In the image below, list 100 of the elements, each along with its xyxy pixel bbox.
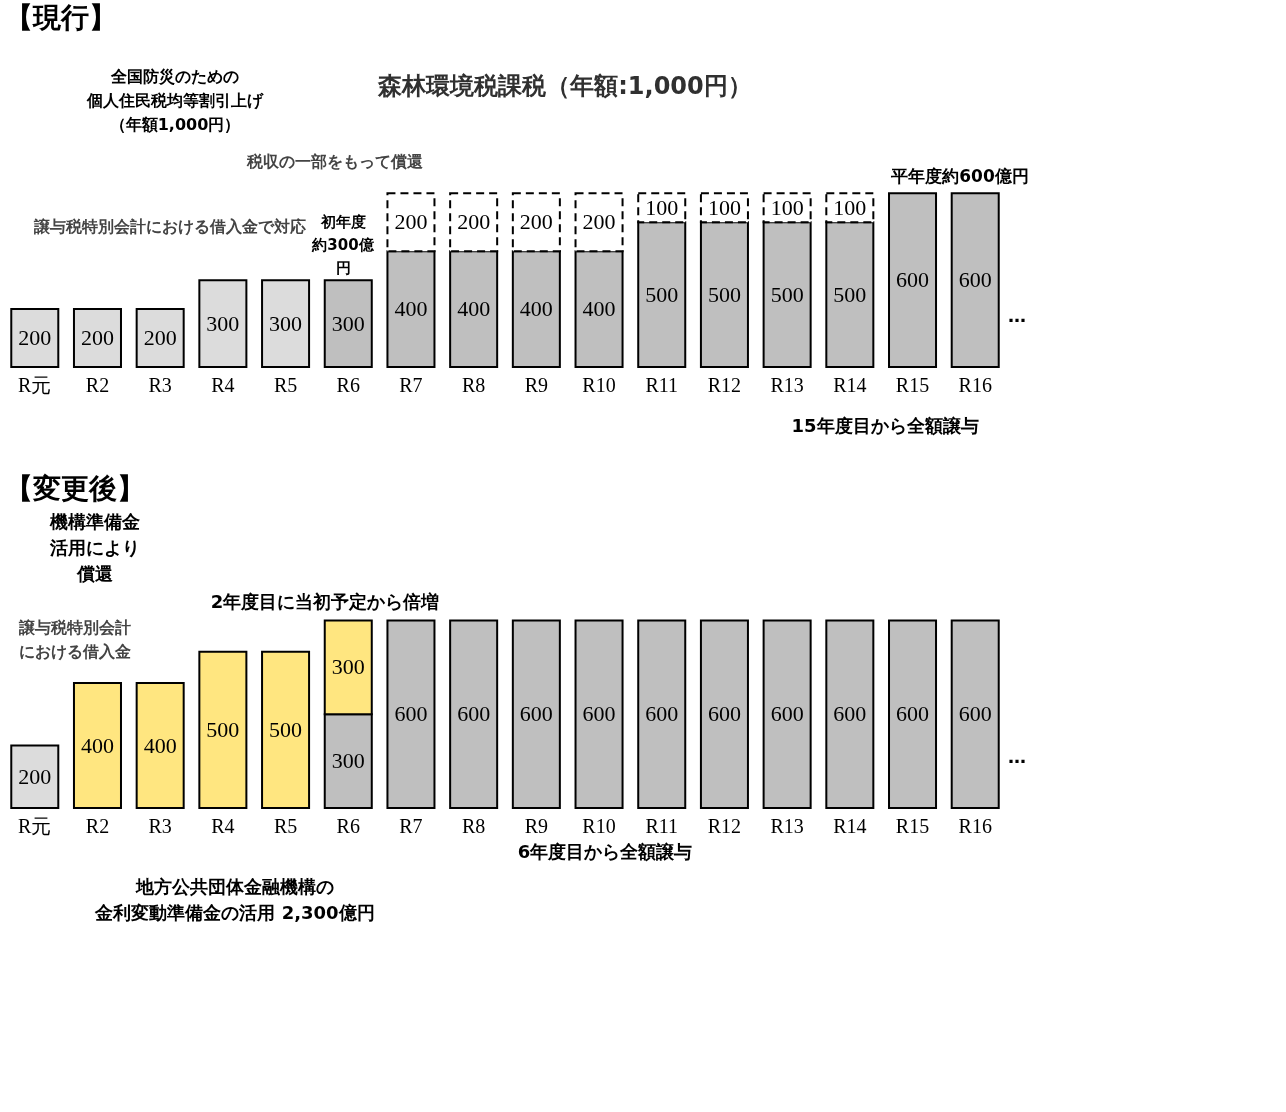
x-tick-label: R3 bbox=[148, 373, 172, 396]
x-tick-label: R7 bbox=[399, 373, 423, 396]
bar bbox=[888, 192, 938, 368]
bar bbox=[950, 192, 1000, 368]
x-tick-label: R5 bbox=[273, 814, 298, 837]
data-label: 400 bbox=[394, 296, 428, 322]
text: 2年度目に当初予定から倍増 bbox=[210, 591, 440, 612]
data-label: 300 bbox=[331, 654, 365, 680]
x-tick-label: R3 bbox=[148, 814, 172, 837]
x-tick-label: R9 bbox=[524, 373, 549, 396]
bar bbox=[261, 650, 311, 809]
text: 機構準備金活用により償還 bbox=[49, 511, 140, 584]
data-label: 600 bbox=[958, 267, 992, 293]
bar bbox=[135, 682, 185, 809]
data-label: 400 bbox=[457, 296, 491, 322]
text: 地方公共団体金融機構の金利変動準備金の活用 2,300億円 bbox=[94, 876, 375, 923]
bar bbox=[574, 619, 624, 809]
data-label: 400 bbox=[582, 296, 616, 322]
x-tick-label: R4 bbox=[211, 814, 235, 837]
bar bbox=[72, 682, 122, 809]
data-label: 200 bbox=[394, 209, 428, 235]
data-label: 600 bbox=[896, 701, 930, 727]
bar bbox=[511, 619, 561, 809]
x-tick-label: R13 bbox=[770, 814, 804, 837]
data-label: 400 bbox=[143, 732, 177, 758]
x-tick-label: R7 bbox=[399, 814, 423, 837]
x-tick-label: R13 bbox=[770, 373, 804, 396]
text: 15年度目から全額譲与 bbox=[791, 415, 979, 436]
data-label: 300 bbox=[269, 310, 303, 336]
data-label: 200 bbox=[18, 325, 52, 351]
data-label: 600 bbox=[582, 701, 616, 727]
bar bbox=[762, 619, 812, 809]
data-label: 100 bbox=[707, 194, 741, 220]
bar bbox=[888, 619, 938, 809]
data-label: 600 bbox=[958, 701, 992, 727]
x-tick-label: R16 bbox=[958, 373, 992, 396]
data-label: 200 bbox=[519, 209, 553, 235]
x-tick-label: R12 bbox=[707, 373, 742, 396]
x-tick-label: R6 bbox=[336, 373, 360, 396]
x-tick-label: R12 bbox=[707, 814, 742, 837]
annotation: 初年度約300億円 bbox=[311, 213, 375, 277]
data-label: 200 bbox=[582, 209, 616, 235]
data-label: 600 bbox=[707, 701, 741, 727]
data-label: 600 bbox=[896, 267, 930, 293]
data-label: 300 bbox=[331, 748, 365, 774]
data-label: 500 bbox=[645, 281, 679, 307]
chart-title: 【変更後】 bbox=[5, 472, 145, 505]
x-tick-label: R4 bbox=[211, 373, 235, 396]
text: 税収の一部をもって償還 bbox=[246, 152, 423, 171]
bar bbox=[950, 619, 1000, 809]
data-label: 600 bbox=[645, 701, 679, 727]
bar bbox=[10, 744, 60, 809]
x-tick-label: R16 bbox=[958, 814, 992, 837]
text: 全国防災のための個人住民税均等割引上げ（年額1,000円） bbox=[86, 67, 264, 134]
bar bbox=[198, 650, 248, 809]
bar bbox=[386, 619, 436, 809]
data-label: 400 bbox=[519, 296, 553, 322]
x-tick-label: R2 bbox=[85, 373, 110, 396]
bar bbox=[261, 279, 311, 368]
data-label: 300 bbox=[206, 310, 240, 336]
data-label: 100 bbox=[833, 194, 867, 220]
text: 森林環境税課税（年額:1,000円） bbox=[377, 72, 752, 100]
text: 平年度約600億円 bbox=[890, 166, 1029, 186]
text: … bbox=[1008, 746, 1026, 767]
data-label: 200 bbox=[143, 325, 177, 351]
x-tick-label: R9 bbox=[524, 814, 549, 837]
x-tick-label: R14 bbox=[833, 814, 867, 837]
bar bbox=[699, 619, 749, 809]
bar bbox=[637, 619, 687, 809]
data-label: 600 bbox=[457, 701, 491, 727]
data-label: 500 bbox=[707, 281, 741, 307]
x-tick-label: R15 bbox=[895, 814, 930, 837]
bar bbox=[10, 308, 60, 368]
data-label: 500 bbox=[269, 716, 303, 742]
x-tick-label: R10 bbox=[582, 373, 616, 396]
data-label: 100 bbox=[645, 194, 679, 220]
data-label: 500 bbox=[206, 716, 240, 742]
data-label: 200 bbox=[18, 763, 52, 789]
text: 6年度目から全額譲与 bbox=[517, 841, 693, 862]
x-tick-label: R6 bbox=[336, 814, 360, 837]
data-label: 500 bbox=[833, 281, 867, 307]
annotation: 譲与税特別会計における借入金 bbox=[18, 618, 131, 661]
bar bbox=[72, 308, 122, 368]
x-tick-label: R11 bbox=[645, 373, 679, 396]
data-label: 200 bbox=[457, 209, 491, 235]
x-tick-label: R14 bbox=[833, 373, 867, 396]
bar bbox=[323, 279, 373, 368]
data-label: 400 bbox=[80, 732, 114, 758]
data-label: 100 bbox=[770, 194, 804, 220]
x-tick-label: R元 bbox=[18, 373, 52, 396]
annotation: 譲与税特別会計における借入金で対応 bbox=[33, 217, 306, 236]
data-label: 200 bbox=[80, 325, 114, 351]
bar bbox=[449, 619, 499, 809]
bar bbox=[135, 308, 185, 368]
data-label: 600 bbox=[519, 701, 553, 727]
x-tick-label: R元 bbox=[18, 814, 52, 837]
x-tick-label: R15 bbox=[895, 373, 930, 396]
data-label: 300 bbox=[331, 310, 365, 336]
bar bbox=[825, 619, 875, 809]
x-tick-label: R8 bbox=[461, 373, 486, 396]
